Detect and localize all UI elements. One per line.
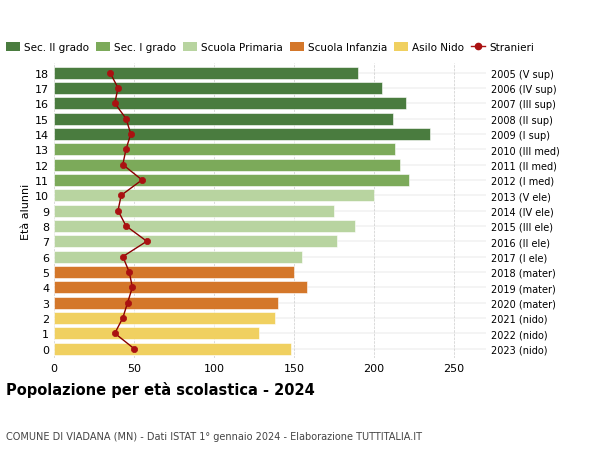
- Bar: [54, 343, 291, 355]
- Bar: [54, 83, 382, 95]
- Bar: [54, 144, 395, 156]
- Bar: [54, 282, 307, 294]
- Bar: [54, 297, 278, 309]
- Y-axis label: Età alunni: Età alunni: [21, 183, 31, 239]
- Bar: [54, 328, 259, 340]
- Bar: [54, 190, 374, 202]
- Bar: [54, 98, 406, 110]
- Bar: [54, 113, 393, 125]
- Bar: [54, 159, 400, 171]
- Bar: [54, 220, 355, 232]
- Bar: [54, 236, 337, 248]
- Bar: [54, 266, 294, 278]
- Bar: [54, 129, 430, 140]
- Bar: [54, 67, 358, 79]
- Text: Popolazione per età scolastica - 2024: Popolazione per età scolastica - 2024: [6, 381, 315, 397]
- Bar: [54, 174, 409, 186]
- Text: COMUNE DI VIADANA (MN) - Dati ISTAT 1° gennaio 2024 - Elaborazione TUTTITALIA.IT: COMUNE DI VIADANA (MN) - Dati ISTAT 1° g…: [6, 431, 422, 441]
- Bar: [54, 312, 275, 324]
- Legend: Sec. II grado, Sec. I grado, Scuola Primaria, Scuola Infanzia, Asilo Nido, Stran: Sec. II grado, Sec. I grado, Scuola Prim…: [6, 43, 534, 53]
- Bar: [54, 205, 334, 217]
- Bar: [54, 251, 302, 263]
